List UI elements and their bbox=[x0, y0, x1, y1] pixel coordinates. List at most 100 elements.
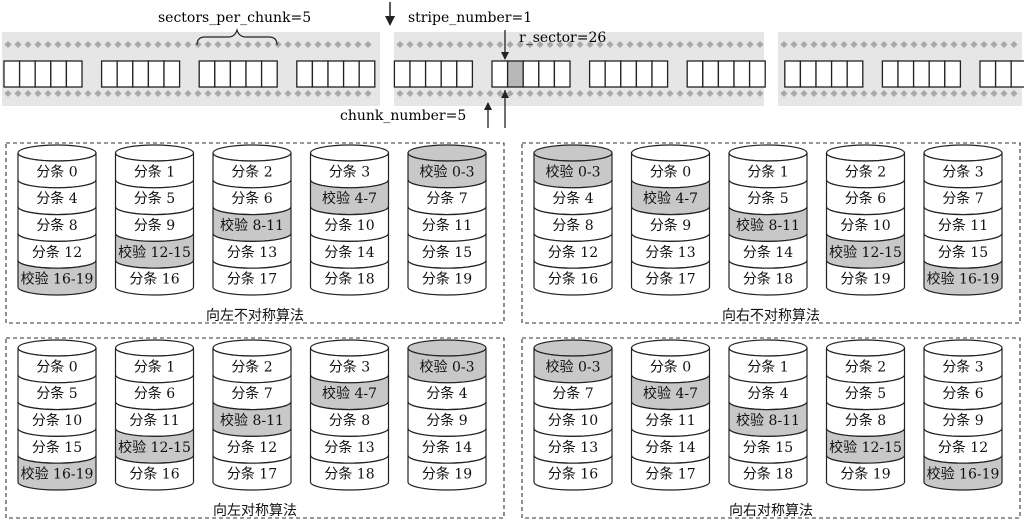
band-dot bbox=[810, 89, 818, 98]
band-dot bbox=[780, 40, 788, 49]
band-dot bbox=[234, 89, 242, 98]
band-dot bbox=[606, 89, 614, 98]
sector bbox=[928, 60, 946, 88]
band-dot bbox=[920, 89, 928, 98]
band-dot bbox=[536, 40, 544, 49]
stripe-block bbox=[212, 260, 292, 296]
block-label: 分条 4 bbox=[747, 385, 788, 402]
block-label: 校验 0-3 bbox=[420, 358, 475, 375]
block-label: 分条 10 bbox=[324, 217, 374, 234]
parity-block bbox=[17, 260, 97, 296]
band-dot bbox=[526, 89, 534, 98]
chunk bbox=[296, 60, 376, 88]
band-dot bbox=[224, 89, 232, 98]
panel-title: 向右不对称算法 bbox=[722, 308, 820, 324]
band-dot bbox=[446, 89, 454, 98]
block-label: 分条 16 bbox=[548, 271, 598, 288]
sector bbox=[733, 60, 751, 88]
block-label: 分条 10 bbox=[548, 412, 598, 429]
block-label: 分条 10 bbox=[840, 217, 890, 234]
band-dot bbox=[194, 89, 202, 98]
band-dot bbox=[304, 40, 312, 49]
block-label: 分条 1 bbox=[134, 163, 175, 180]
band-dot bbox=[244, 40, 252, 49]
sector bbox=[538, 60, 556, 88]
band-dot bbox=[746, 89, 754, 98]
sector bbox=[296, 60, 314, 88]
band-dot bbox=[566, 89, 574, 98]
band-dot bbox=[726, 89, 734, 98]
sector bbox=[245, 60, 263, 88]
band-dot bbox=[900, 40, 908, 49]
block-label: 分条 2 bbox=[231, 163, 272, 180]
band-dot bbox=[344, 40, 352, 49]
band-dot bbox=[736, 89, 744, 98]
r-sector-arrowhead bbox=[501, 52, 509, 60]
block-label: 分条 9 bbox=[650, 217, 691, 234]
block-label: 分条 0 bbox=[36, 358, 77, 375]
stripe-block bbox=[114, 455, 195, 491]
band-dot bbox=[456, 40, 464, 49]
band-dot bbox=[114, 89, 122, 98]
band-dot bbox=[154, 89, 162, 98]
block-label: 分条 7 bbox=[231, 385, 272, 402]
sector bbox=[311, 60, 329, 88]
band-dot bbox=[324, 40, 332, 49]
block-label: 分条 3 bbox=[329, 358, 370, 375]
panel-left-symmetric: 分条 0 分条 5 分条 10 分条 15 校验 16-19 分条 1 分条 6 分条 11 校… bbox=[5, 337, 505, 519]
band-dot bbox=[364, 40, 372, 49]
band-dot bbox=[314, 89, 322, 98]
band-dot bbox=[426, 40, 434, 49]
sector bbox=[424, 60, 442, 88]
band-dot bbox=[354, 40, 362, 49]
block-label: 分条 13 bbox=[548, 439, 598, 456]
block-label: 分条 5 bbox=[845, 385, 886, 402]
panel-title: 向左对称算法 bbox=[213, 503, 297, 519]
sector bbox=[553, 60, 571, 88]
block-label: 校验 12-15 bbox=[118, 244, 191, 261]
band-dot bbox=[686, 89, 694, 98]
band-dot bbox=[970, 40, 978, 49]
block-label: 分条 1 bbox=[747, 358, 788, 375]
chunk bbox=[393, 60, 474, 88]
band-dot bbox=[84, 89, 92, 98]
block-label: 分条 18 bbox=[743, 271, 793, 288]
band-dot bbox=[124, 89, 132, 98]
block-label: 校验 0-3 bbox=[546, 163, 601, 180]
band-dot bbox=[656, 89, 664, 98]
band-dot bbox=[970, 89, 978, 98]
band-dot bbox=[716, 40, 724, 49]
stripe-block bbox=[728, 455, 808, 491]
stripe-block bbox=[212, 455, 292, 491]
block-label: 分条 15 bbox=[422, 244, 472, 261]
band-dot bbox=[466, 89, 474, 98]
sector bbox=[34, 60, 52, 88]
sector bbox=[456, 60, 474, 88]
disk: 分条 2 分条 6 校验 8-11 分条 13 分条 17 bbox=[212, 144, 292, 296]
band-dot bbox=[656, 40, 664, 49]
disk: 分条 1 分条 6 分条 11 校验 12-15 分条 16 bbox=[114, 339, 195, 491]
sector bbox=[3, 60, 21, 88]
band-dot bbox=[980, 89, 988, 98]
band-dot bbox=[416, 40, 424, 49]
sector bbox=[686, 60, 704, 88]
block-label: 分条 11 bbox=[645, 412, 695, 429]
block-label: 分条 8 bbox=[552, 217, 593, 234]
block-label: 分条 18 bbox=[324, 466, 374, 483]
block-label: 分条 8 bbox=[329, 412, 370, 429]
block-label: 校验 0-3 bbox=[420, 163, 475, 180]
band-dot bbox=[960, 40, 968, 49]
band-dot bbox=[746, 40, 754, 49]
band-dot bbox=[476, 89, 484, 98]
sector bbox=[1010, 60, 1024, 88]
sector bbox=[147, 60, 165, 88]
sector bbox=[799, 60, 817, 88]
chunk-number-label: chunk_number=5 bbox=[340, 108, 466, 124]
band-dot bbox=[406, 89, 414, 98]
sector bbox=[100, 60, 118, 88]
disk: 分条 3 校验 4-7 分条 8 分条 13 分条 18 bbox=[309, 339, 390, 491]
sector bbox=[393, 60, 411, 88]
band-dot bbox=[920, 40, 928, 49]
r-sector-label: r_sector=26 bbox=[519, 30, 606, 46]
disk: 分条 2 分条 6 分条 10 校验 12-15 分条 19 bbox=[825, 144, 906, 296]
